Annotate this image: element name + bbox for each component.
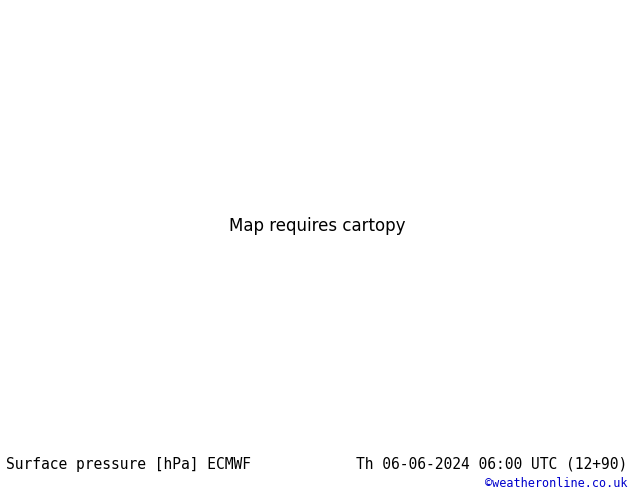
Text: Th 06-06-2024 06:00 UTC (12+90): Th 06-06-2024 06:00 UTC (12+90) — [356, 457, 628, 472]
Text: Map requires cartopy: Map requires cartopy — [229, 217, 405, 235]
Text: Surface pressure [hPa] ECMWF: Surface pressure [hPa] ECMWF — [6, 457, 251, 472]
Text: ©weatheronline.co.uk: ©weatheronline.co.uk — [485, 477, 628, 490]
